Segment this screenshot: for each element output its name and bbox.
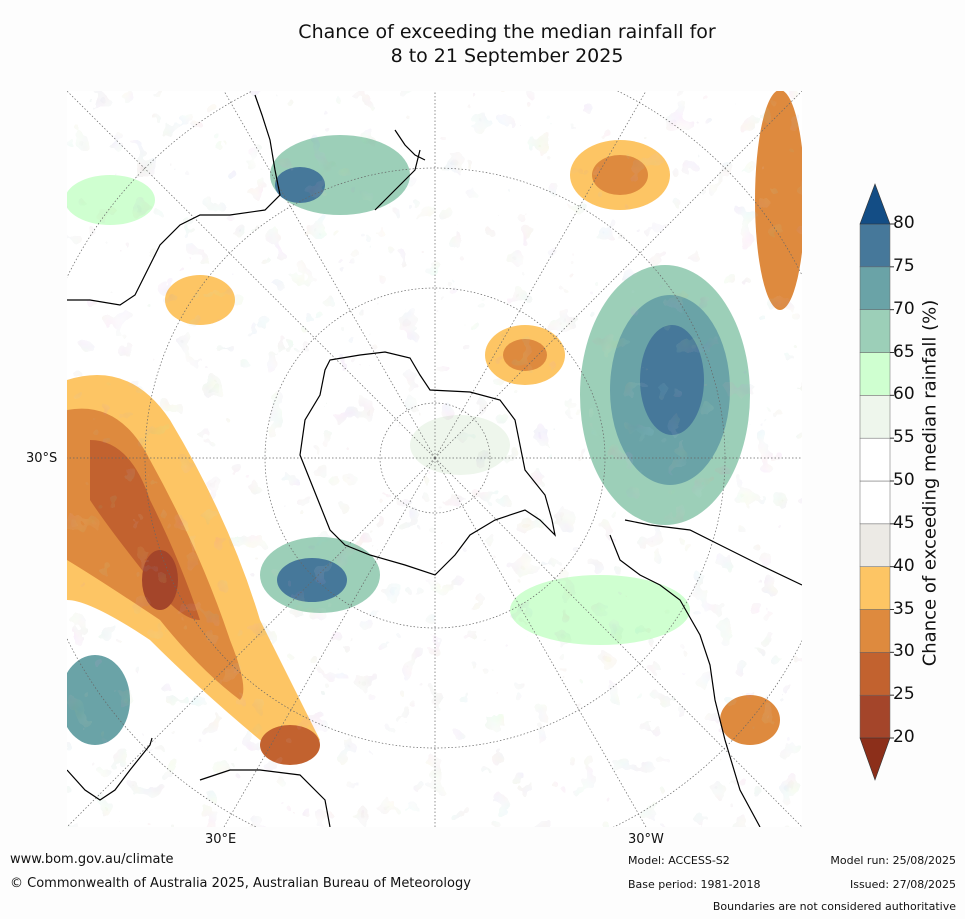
colorbar-tick-label: 75 [893, 255, 915, 276]
title-line-1: Chance of exceeding the median rainfall … [298, 21, 716, 43]
copyright-text: © Commonwealth of Australia 2025, Austra… [10, 876, 471, 891]
map-area [67, 91, 802, 827]
colorbar-tick-label: 80 [893, 213, 915, 233]
colorbar-segment [859, 352, 891, 396]
colorbar-segment [859, 566, 891, 610]
meridian-45w [434, 457, 802, 827]
coastlines [67, 94, 802, 827]
meridian-30w [434, 457, 647, 827]
colorbar-tick-label: 30 [893, 641, 915, 662]
colorbar-tick-label: 45 [893, 512, 915, 533]
africa-coastline [67, 737, 331, 827]
latitude-circle-75s [379, 402, 491, 514]
meridian-45e [67, 457, 436, 827]
model-text: Model: ACCESS-S2 [628, 854, 730, 867]
colorbar-under-arrow [859, 737, 891, 781]
colorbar-segment [859, 609, 891, 653]
colorbar-tick-label: 35 [893, 598, 915, 619]
colorbar-over-arrow [859, 183, 891, 225]
website-link[interactable]: www.bom.gov.au/climate [10, 852, 174, 867]
colorbar-tick-label: 65 [893, 341, 915, 362]
graticule [67, 91, 802, 827]
colorbar-segment [859, 309, 891, 353]
colorbar-tick-label: 70 [893, 298, 915, 319]
south-america-coastline [609, 519, 802, 827]
new-zealand-coastline [374, 129, 426, 211]
colorbar-segment [859, 437, 891, 482]
base-period-text: Base period: 1981-2018 [628, 878, 761, 891]
meridian-30e [223, 457, 436, 827]
colorbar-tick-label: 40 [893, 555, 915, 576]
colorbar-segment [859, 694, 891, 739]
model-run-text: Model run: 25/08/2025 [830, 854, 956, 867]
issued-text: Issued: 27/08/2025 [849, 878, 956, 891]
australia-coastline [67, 94, 281, 306]
meridian-135e [67, 91, 436, 459]
latitude-label-30s: 30°S [26, 451, 58, 466]
colorbar-segment [859, 223, 891, 268]
colorbar [859, 183, 894, 781]
colorbar-tick-label: 20 [893, 727, 915, 747]
colorbar-tick-label: 50 [893, 470, 915, 490]
latitude-circle-45s [144, 167, 726, 749]
colorbar-tick-label: 25 [893, 684, 915, 705]
longitude-label-30w: 30°W [628, 832, 664, 847]
colorbar-segment [859, 523, 891, 567]
title-line-2: 8 to 21 September 2025 [390, 45, 624, 67]
colorbar-title: Chance of exceeding median rainfall (%) [919, 299, 941, 667]
antarctica-coastline [299, 351, 556, 576]
longitude-label-30e: 30°E [205, 832, 237, 847]
colorbar-segment [859, 266, 891, 310]
meridian-135w [434, 91, 802, 459]
meridian-150e [223, 91, 436, 459]
colorbar-segment [859, 652, 891, 696]
meridian-150w [434, 91, 647, 459]
colorbar-tick-label: 60 [893, 384, 915, 405]
disclaimer-text: Boundaries are not considered authoritat… [712, 900, 956, 913]
colorbar-segment [859, 480, 891, 525]
colorbar-segment [859, 395, 891, 439]
latitude-circle-60s [264, 287, 606, 629]
map-title: Chance of exceeding the median rainfall … [0, 20, 965, 68]
colorbar-tick-label: 55 [893, 427, 915, 448]
